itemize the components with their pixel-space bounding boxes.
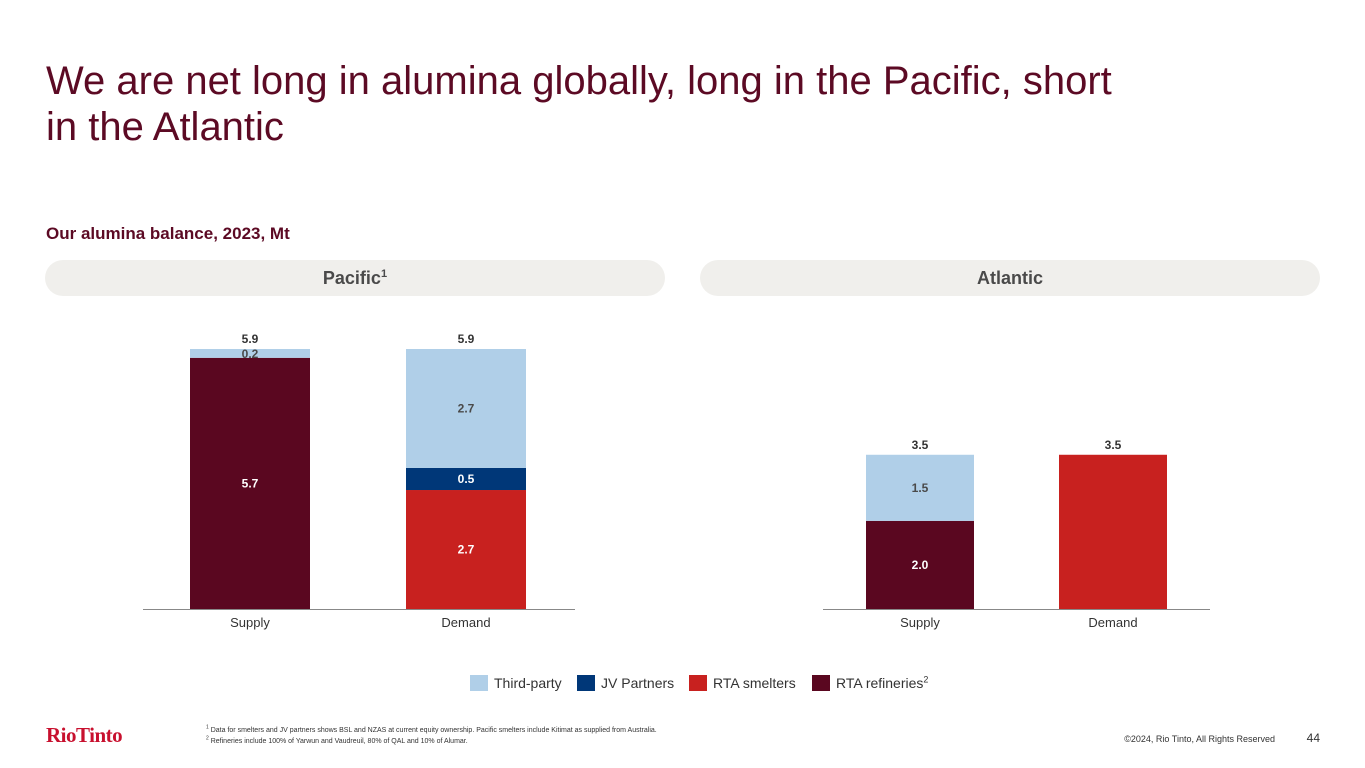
footnote-text: Refineries include 100% of Yarwun and Va… [210,738,468,745]
page-number: 44 [1306,731,1320,745]
legend-footnote-marker: 2 [923,674,929,685]
bar-segment-third-party [190,349,310,358]
region-header-pacific: Pacific1 [45,260,665,296]
footnote-text: Data for smelters and JV partners shows … [210,727,657,734]
bar-segment-third-party [866,454,974,521]
total-label: 5.9 [458,332,475,346]
region-label-atlantic: Atlantic [976,268,1043,288]
data-label: 2.0 [912,558,929,572]
page-title: We are net long in alumina globally, lon… [46,59,1112,149]
legend-swatch [689,675,707,691]
chart-subtitle: Our alumina balance, 2023, Mt [46,224,290,243]
rio-tinto-logo: RioTinto [46,723,123,747]
footnote-marker: 1 [206,724,209,731]
legend-swatch [470,675,488,691]
footnotes: 1 Data for smelters and JV partners show… [206,725,657,747]
x-tick-label: Supply [900,615,940,630]
bar-segment-rta-smelters [1059,454,1167,609]
bar-segment-jv-partners [406,467,526,491]
total-label: 3.5 [912,438,929,452]
legend-swatch [577,675,595,691]
region-header-atlantic: Atlantic [700,260,1320,296]
legend-label: RTA refineries2 [836,674,928,692]
x-tick-label: Demand [1088,615,1137,630]
legend-label: JV Partners [601,675,675,691]
data-label: 0.2 [242,347,259,361]
chart-legend: Third-party JV Partners RTA smelters RTA… [0,674,1365,692]
bar-segment-rta-refineries [190,357,310,609]
bar-segment-rta-refineries [866,520,974,609]
footnote-2: 2 Refineries include 100% of Yarwun and … [206,736,657,747]
data-label: 5.7 [242,476,259,490]
total-label: 5.9 [242,332,259,346]
total-label: 3.5 [1105,438,1122,452]
legend-label-text: RTA refineries [836,675,924,691]
data-label: 2.7 [458,543,475,557]
copyright-notice: ©2024, Rio Tinto, All Rights Reserved [1124,734,1275,744]
footnote-marker: 2 [206,735,209,742]
legend-swatch [812,675,830,691]
bar-segment-rta-smelters [406,490,526,609]
region-label-pacific: Pacific [322,268,381,288]
legend-label: RTA smelters [713,675,796,691]
x-tick-label: Demand [441,615,490,630]
footnote-1: 1 Data for smelters and JV partners show… [206,725,657,736]
x-tick-label: Supply [230,615,270,630]
legend-label: Third-party [494,675,562,691]
data-label: 2.7 [458,401,475,415]
region-footnote-marker: 1 [380,268,388,280]
data-label: 0.5 [458,472,475,486]
bar-segment-third-party [406,349,526,468]
data-label: 1.5 [912,481,929,495]
